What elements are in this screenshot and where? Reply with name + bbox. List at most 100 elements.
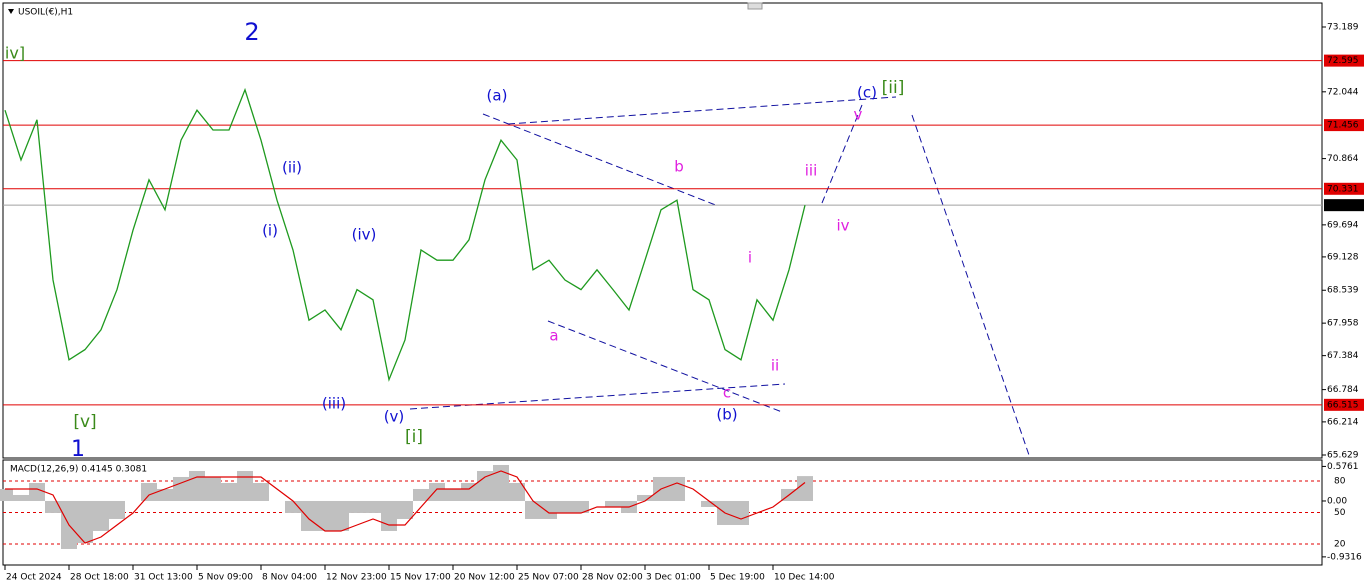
- macd-bar: [237, 470, 253, 501]
- wave-label: (c): [857, 84, 877, 102]
- last-price-box: [1324, 199, 1364, 212]
- y-tick-label: 0.00: [1327, 496, 1347, 506]
- macd-bar: [109, 500, 125, 519]
- trend-line: [547, 320, 783, 413]
- y2-tick-label: 50: [1334, 508, 1346, 518]
- macd-bar: [205, 476, 221, 501]
- macd-bar: [285, 500, 301, 513]
- macd-bar: [317, 500, 333, 531]
- x-tick-label: 10 Dec 14:00: [774, 573, 835, 583]
- wave-label: a: [549, 327, 558, 345]
- x-tick-label: 28 Oct 18:00: [70, 573, 129, 583]
- y-tick-label: 68.539: [1327, 286, 1359, 296]
- trend-line: [507, 96, 897, 125]
- level-label: 72.595: [1327, 56, 1359, 66]
- macd-bar: [525, 500, 541, 519]
- y2-tick-label: 20: [1334, 540, 1346, 550]
- trend-line: [911, 114, 1031, 459]
- macd-bar: [413, 488, 429, 501]
- x-tick-label: 15 Nov 17:00: [390, 573, 451, 583]
- macd-bar: [349, 500, 365, 513]
- level-box: [1324, 398, 1364, 411]
- macd-bar: [445, 488, 461, 501]
- y-tick-label: 72.044: [1327, 87, 1359, 97]
- x-tick-label: 5 Nov 09:00: [198, 573, 253, 583]
- x-tick-label: 28 Nov 02:00: [582, 573, 643, 583]
- y-tick-label: 73.189: [1327, 22, 1359, 32]
- macd-bar: [221, 482, 237, 501]
- y-tick-label: 65.629: [1327, 450, 1359, 460]
- macd-bar: [493, 464, 509, 501]
- macd-bar: [13, 494, 29, 501]
- price-line: [4, 87, 806, 382]
- level-label: 66.515: [1327, 400, 1359, 410]
- wave-label: (iv): [352, 226, 377, 244]
- macd-bar: [397, 500, 413, 519]
- macd-bar: [637, 494, 653, 501]
- macd-bar: [381, 500, 397, 531]
- scroll-tab[interactable]: [747, 2, 763, 10]
- trend-line: [409, 383, 786, 410]
- wave-label: 1: [71, 437, 85, 462]
- wave-label: (i): [262, 222, 278, 240]
- wave-label: v: [854, 106, 863, 124]
- y-tick-label: 67.958: [1327, 319, 1359, 329]
- y-tick-label: 67.384: [1327, 351, 1359, 361]
- x-tick-label: 31 Oct 13:00: [134, 573, 193, 583]
- y-tick-label: 69.128: [1327, 252, 1359, 262]
- wave-label: (b): [716, 406, 737, 424]
- macd-bar: [557, 500, 573, 513]
- level-box: [1324, 182, 1364, 195]
- macd-bar: [429, 482, 445, 501]
- x-tick-label: 3 Dec 01:00: [646, 573, 701, 583]
- macd-bar: [0, 488, 13, 501]
- wave-label: [v]: [73, 412, 96, 432]
- y-tick-label: 0.5761: [1327, 462, 1359, 472]
- wave-label: iii: [805, 162, 818, 180]
- y-tick-label: 66.214: [1327, 417, 1359, 427]
- macd-bar: [509, 482, 525, 501]
- wave-label: ii: [771, 357, 779, 375]
- y-tick-label: 70.864: [1327, 154, 1359, 164]
- wave-label: (ii): [282, 159, 302, 177]
- macd-bar: [253, 482, 269, 501]
- wave-label: (v): [384, 408, 405, 426]
- wave-label: b: [674, 158, 684, 176]
- macd-bar: [77, 500, 93, 543]
- y-tick-label: 69.694: [1327, 220, 1359, 230]
- x-tick-label: 25 Nov 07:00: [518, 573, 579, 583]
- macd-bar: [173, 476, 189, 501]
- trend-line: [482, 113, 719, 207]
- x-tick-label: 8 Nov 04:00: [262, 573, 317, 583]
- trend-line: [821, 104, 863, 204]
- wave-label: iv: [836, 217, 849, 235]
- macd-bar: [301, 500, 317, 531]
- macd-bar: [45, 500, 61, 513]
- macd-bar: [477, 470, 493, 501]
- level-label: 70.331: [1327, 184, 1359, 194]
- macd-bar: [189, 470, 205, 501]
- macd-bar: [733, 500, 749, 525]
- macd-bar: [541, 500, 557, 519]
- macd-title: MACD(12,26,9) 0.4145 0.3081: [10, 465, 147, 475]
- chart-title: USOIL(€),H1: [18, 8, 73, 18]
- wave-label: iv]: [5, 44, 25, 63]
- macd-bar: [365, 500, 381, 513]
- wave-label: c: [723, 384, 731, 402]
- y-tick-label: 66.784: [1327, 385, 1359, 395]
- signal-line: [5, 470, 806, 544]
- macd-bar: [333, 500, 349, 531]
- menu-triangle[interactable]: [8, 9, 14, 14]
- macd-bar: [29, 482, 45, 501]
- wave-label: i: [748, 249, 752, 267]
- wave-label: [i]: [405, 427, 423, 447]
- macd-bar: [141, 482, 157, 501]
- level-box: [1324, 119, 1364, 132]
- macd-bar: [573, 500, 589, 513]
- price-panel: [2, 2, 1323, 459]
- macd-bar: [461, 482, 477, 501]
- x-tick-label: 20 Nov 12:00: [454, 573, 515, 583]
- y2-tick-label: 80: [1334, 477, 1346, 487]
